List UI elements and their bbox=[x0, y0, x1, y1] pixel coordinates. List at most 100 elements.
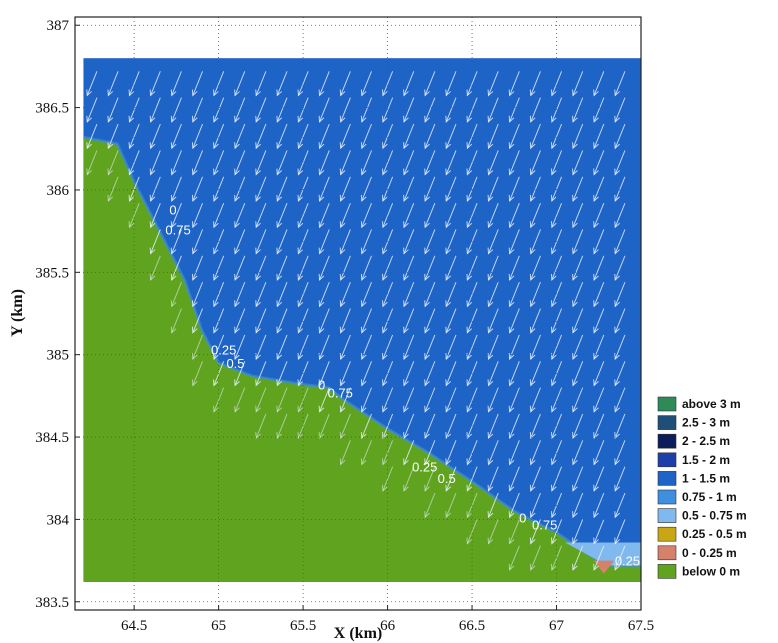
wave-arrow bbox=[213, 123, 225, 150]
contour-label: 0.5 bbox=[438, 471, 456, 486]
wave-arrow bbox=[276, 413, 288, 440]
wave-arrow bbox=[360, 255, 372, 282]
wave-arrow bbox=[191, 123, 204, 150]
wave-arrow bbox=[550, 440, 563, 466]
wave-arrow bbox=[255, 229, 267, 255]
wave-arrow bbox=[614, 255, 626, 282]
wave-arrow bbox=[445, 361, 457, 387]
wave-arrow bbox=[318, 361, 330, 387]
wave-arrow bbox=[487, 361, 499, 387]
wave-arrow bbox=[487, 519, 499, 545]
wave-arrow bbox=[529, 229, 541, 255]
wave-arrow bbox=[339, 413, 351, 440]
legend-item: above 3 m bbox=[657, 396, 741, 412]
wave-arrow bbox=[107, 97, 119, 123]
wave-arrow bbox=[529, 176, 541, 202]
wave-arrow bbox=[529, 255, 541, 282]
wave-arrow bbox=[339, 308, 351, 334]
legend-item: 0.5 - 0.75 m bbox=[657, 508, 747, 523]
wave-arrow bbox=[255, 150, 267, 176]
wave-arrow bbox=[339, 334, 351, 361]
legend-label: 0.75 - 1 m bbox=[682, 490, 737, 504]
wave-arrow bbox=[170, 176, 182, 202]
wave-arrow bbox=[318, 123, 330, 150]
wave-arrow bbox=[445, 387, 457, 413]
wave-arrow bbox=[213, 255, 225, 282]
wave-arrow bbox=[572, 413, 584, 440]
wave-arrow bbox=[529, 440, 541, 466]
wave-arrow bbox=[382, 466, 394, 492]
wave-arrow bbox=[170, 282, 182, 308]
wave-arrow bbox=[466, 202, 478, 229]
legend-swatch bbox=[657, 471, 677, 486]
wave-arrow bbox=[403, 413, 415, 440]
wave-arrow bbox=[360, 361, 372, 387]
wave-arrow bbox=[593, 492, 605, 519]
wave-arrow bbox=[170, 202, 182, 229]
wave-arrow bbox=[424, 361, 436, 387]
wave-arrow bbox=[339, 387, 351, 413]
wave-arrow bbox=[360, 308, 372, 334]
wave-arrow bbox=[529, 97, 541, 123]
wave-arrow bbox=[614, 413, 626, 440]
wave-arrow bbox=[445, 123, 457, 150]
wave-arrow bbox=[86, 150, 98, 176]
wave-arrow bbox=[255, 71, 267, 97]
wave-arrow bbox=[255, 282, 267, 308]
wave-arrow bbox=[276, 176, 288, 202]
wave-arrow bbox=[466, 466, 478, 492]
wave-arrow bbox=[445, 255, 457, 282]
x-tick-label: 66.5 bbox=[459, 618, 485, 634]
wave-arrow bbox=[276, 123, 288, 150]
wave-arrow bbox=[508, 466, 520, 492]
wave-arrow bbox=[318, 202, 330, 229]
wave-arrow bbox=[213, 387, 225, 413]
wave-arrow bbox=[297, 282, 309, 308]
wave-arrow bbox=[487, 71, 499, 97]
wave-arrow bbox=[508, 150, 520, 176]
wave-arrow bbox=[614, 492, 626, 519]
legend-swatch bbox=[657, 415, 677, 430]
wave-arrow bbox=[382, 71, 394, 97]
wave-arrow bbox=[255, 413, 267, 440]
wave-arrow bbox=[339, 282, 351, 308]
wave-arrow bbox=[572, 440, 584, 466]
wave-arrow bbox=[572, 308, 584, 334]
wave-arrow bbox=[593, 361, 605, 387]
contour-labels: 00.750.250.500.750.250.50 0.750.25 bbox=[165, 203, 640, 569]
wave-arrow bbox=[297, 413, 309, 440]
legend-label: 0.5 - 0.75 m bbox=[682, 509, 747, 523]
y-tick-label: 386 bbox=[47, 183, 70, 199]
wave-arrow bbox=[403, 466, 415, 492]
wave-arrow bbox=[593, 202, 605, 229]
contour-label: 0 bbox=[519, 511, 526, 526]
wave-arrow bbox=[550, 308, 563, 334]
wave-arrow bbox=[213, 150, 225, 176]
wave-arrow bbox=[382, 202, 394, 229]
wave-arrow bbox=[572, 71, 584, 97]
wave-arrow bbox=[149, 255, 161, 282]
legend-item: 0 - 0.25 m bbox=[657, 545, 737, 561]
wave-arrow bbox=[318, 229, 330, 255]
legend-swatch bbox=[657, 452, 677, 468]
wave-arrow bbox=[191, 202, 204, 229]
wave-arrow bbox=[487, 440, 499, 466]
wave-arrow bbox=[572, 176, 584, 202]
wave-arrow bbox=[614, 440, 626, 466]
wave-arrow bbox=[297, 123, 309, 150]
wave-arrow bbox=[593, 150, 605, 176]
wave-arrow bbox=[170, 123, 182, 150]
wave-arrow bbox=[234, 71, 246, 97]
wave-arrow bbox=[466, 413, 478, 440]
wave-arrow bbox=[403, 97, 415, 123]
wave-arrow bbox=[445, 176, 457, 202]
wave-arrow bbox=[191, 361, 204, 387]
wave-arrow bbox=[191, 71, 204, 97]
wave-arrow bbox=[107, 150, 119, 176]
wave-arrow bbox=[466, 308, 478, 334]
wave-arrow bbox=[382, 255, 394, 282]
wave-arrow bbox=[234, 202, 246, 229]
wave-arrow bbox=[593, 123, 605, 150]
wave-arrow bbox=[550, 255, 563, 282]
